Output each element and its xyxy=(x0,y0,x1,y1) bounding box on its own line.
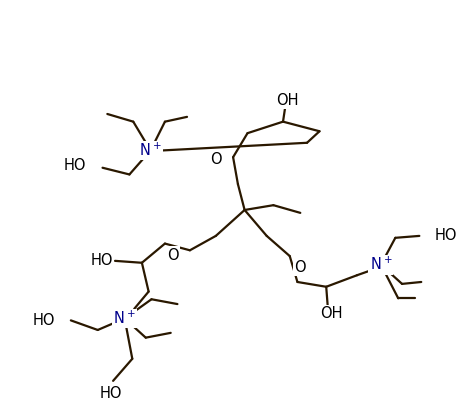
Text: OH: OH xyxy=(276,93,299,108)
Text: HO: HO xyxy=(100,386,122,401)
Text: OH: OH xyxy=(320,306,342,321)
Text: HO: HO xyxy=(90,253,113,268)
Text: N$^+$: N$^+$ xyxy=(139,142,162,159)
Text: HO: HO xyxy=(435,228,457,243)
Text: N$^+$: N$^+$ xyxy=(114,310,136,327)
Text: HO: HO xyxy=(64,158,86,173)
Text: O: O xyxy=(210,152,221,167)
Text: O: O xyxy=(294,260,306,275)
Text: HO: HO xyxy=(33,313,56,328)
Text: O: O xyxy=(167,248,179,263)
Text: N$^+$: N$^+$ xyxy=(370,256,392,273)
